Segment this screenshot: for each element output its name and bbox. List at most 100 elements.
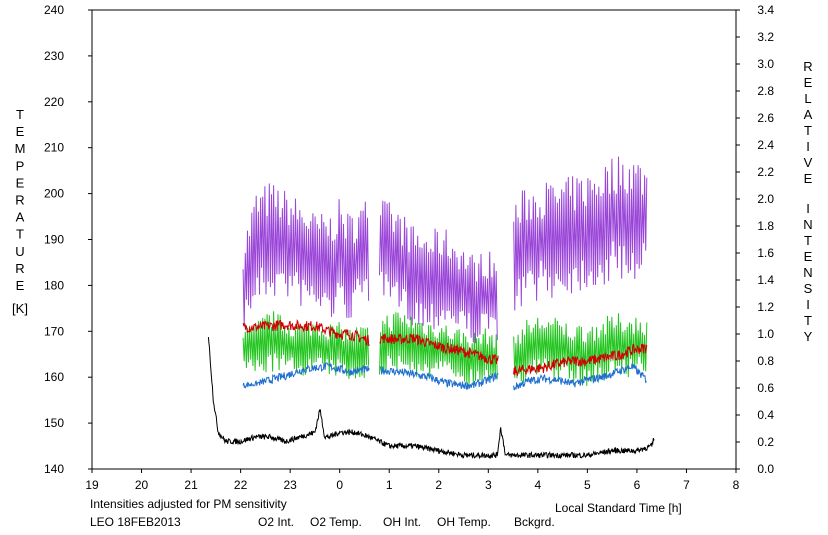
- ticks-layer: [88, 9, 740, 473]
- series-line-oh_temp: [242, 311, 370, 379]
- series-line-o2_temp: [242, 183, 370, 327]
- y-right-tick-label: 0.2: [757, 435, 774, 449]
- y-left-tick-label: 240: [44, 3, 64, 17]
- x-tick-label: 6: [634, 478, 641, 492]
- y-right-tick-label: 0.8: [757, 354, 774, 368]
- y-left-tick-label: 170: [44, 324, 64, 338]
- y-right-label-letter: I: [806, 139, 810, 154]
- y-left-label-letter: T: [16, 227, 24, 242]
- y-right-label-letter: I: [806, 201, 810, 216]
- series-oh_int: [242, 319, 648, 377]
- y-left-label-letter: M: [15, 141, 26, 156]
- y-left-tick-label: 190: [44, 233, 64, 247]
- y-right-tick-label: 2.0: [757, 192, 774, 206]
- y-right-label-letter: E: [804, 171, 813, 186]
- y-right-tick-label: 1.0: [757, 327, 774, 341]
- y-left-tick-label: 200: [44, 187, 64, 201]
- y-left-label-letter: T: [16, 107, 24, 122]
- legend-oh-int: OH Int.: [383, 515, 421, 529]
- series-o2_temp: [242, 156, 648, 344]
- legend-bckgrd: Bckgrd.: [514, 515, 555, 529]
- y-right-tick-label: 2.2: [757, 165, 774, 179]
- label-layer: 19 20 21 22 23 0 1 2 3 4 5 6 7 8140150160170180190200…: [15, 3, 813, 492]
- x-tick-label: 23: [283, 478, 297, 492]
- y-right-label-letter: N: [803, 265, 812, 280]
- y-left-label-letter: E: [16, 175, 25, 190]
- y-left-tick-label: 230: [44, 49, 64, 63]
- x-tick-label: 4: [535, 478, 542, 492]
- x-tick-label: 2: [435, 478, 442, 492]
- series-line-oh_int: [379, 333, 499, 366]
- y-right-label-letter: I: [806, 297, 810, 312]
- y-left-tick-label: 180: [44, 278, 64, 292]
- series-line-o2_int: [242, 362, 370, 389]
- series-line-bckgrd: [207, 337, 655, 460]
- y-right-tick-label: 2.6: [757, 111, 774, 125]
- x-tick-label: 21: [184, 478, 198, 492]
- series-line-oh_int: [513, 343, 648, 377]
- y-right-tick-label: 1.2: [757, 300, 774, 314]
- series-line-oh_int: [242, 319, 370, 347]
- y-right-tick-label: 0.4: [757, 408, 774, 422]
- y-right-label-letter: N: [803, 217, 812, 232]
- x-axis-label: Local Standard Time [h]: [555, 501, 682, 515]
- series-o2_int: [242, 362, 647, 391]
- y-left-unit: [K]: [12, 301, 28, 316]
- y-right-tick-label: 1.8: [757, 219, 774, 233]
- y-right-label-letter: Y: [804, 329, 813, 344]
- x-tick-label: 7: [683, 478, 690, 492]
- y-right-label-letter: V: [804, 155, 813, 170]
- series-line-oh_temp: [379, 312, 498, 385]
- y-left-label-letter: U: [15, 244, 24, 259]
- legend-oh-temp: OH Temp.: [437, 515, 491, 529]
- y-right-tick-label: 0.0: [757, 462, 774, 476]
- series-line-o2_int: [379, 365, 499, 391]
- y-right-label-letter: T: [804, 313, 812, 328]
- series-line-o2_temp: [513, 156, 648, 311]
- series-bckgrd: [207, 337, 655, 460]
- x-tick-label: 5: [584, 478, 591, 492]
- y-right-label-letter: E: [804, 75, 813, 90]
- y-right-tick-label: 3.4: [757, 3, 774, 17]
- x-tick-label: 8: [733, 478, 740, 492]
- y-right-tick-label: 2.8: [757, 84, 774, 98]
- y-right-label-letter: E: [804, 249, 813, 264]
- legend-o2-int: O2 Int.: [258, 515, 294, 529]
- series-line-o2_int: [513, 363, 647, 391]
- y-left-label-letter: E: [16, 278, 25, 293]
- x-tick-label: 1: [386, 478, 393, 492]
- y-left-tick-label: 160: [44, 370, 64, 384]
- series-layer: [207, 156, 655, 460]
- y-left-label-letter: A: [16, 210, 25, 225]
- y-right-label-letter: T: [804, 233, 812, 248]
- y-left-tick-label: 140: [44, 462, 64, 476]
- x-tick-label: 0: [336, 478, 343, 492]
- y-left-label-letter: P: [16, 158, 25, 173]
- x-tick-label: 20: [135, 478, 149, 492]
- y-right-label-letter: A: [804, 107, 813, 122]
- y-right-tick-label: 1.4: [757, 273, 774, 287]
- y-right-label-letter: T: [804, 123, 812, 138]
- y-right-label-letter: S: [804, 281, 813, 296]
- legend-o2-temp: O2 Temp.: [310, 515, 362, 529]
- y-right-tick-label: 0.6: [757, 381, 774, 395]
- y-left-tick-label: 150: [44, 416, 64, 430]
- station-label: LEO 18FEB2013: [90, 515, 181, 529]
- y-left-label-letter: R: [15, 261, 24, 276]
- y-right-tick-label: 2.4: [757, 138, 774, 152]
- y-left-label-letter: E: [16, 124, 25, 139]
- y-right-label-letter: R: [803, 59, 812, 74]
- x-tick-label: 3: [485, 478, 492, 492]
- x-tick-label: 22: [234, 478, 248, 492]
- y-left-tick-label: 220: [44, 95, 64, 109]
- x-tick-label: 19: [85, 478, 99, 492]
- y-right-tick-label: 3.2: [757, 30, 774, 44]
- y-right-tick-label: 3.0: [757, 57, 774, 71]
- y-right-tick-label: 1.6: [757, 246, 774, 260]
- series-line-o2_temp: [379, 200, 498, 344]
- y-right-label-letter: L: [804, 91, 811, 106]
- sensitivity-note: Intensities adjusted for PM sensitivity: [90, 497, 287, 511]
- y-left-tick-label: 210: [44, 141, 64, 155]
- y-left-label-letter: R: [15, 193, 24, 208]
